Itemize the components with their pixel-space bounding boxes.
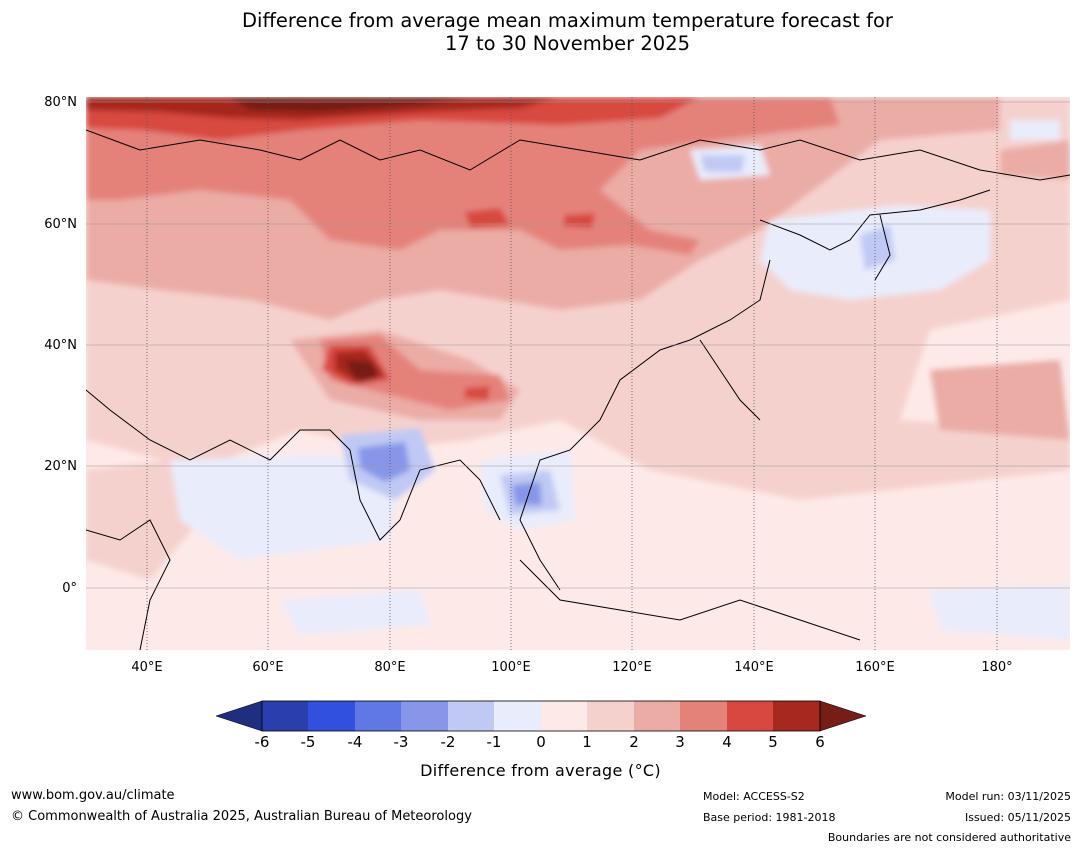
copyright-notice: © Commonwealth of Australia 2025, Austra… — [11, 809, 472, 824]
colorbar-bin-2-3 — [634, 701, 680, 731]
lon-label-120e: 120°E — [612, 660, 652, 675]
model-name: Model: ACCESS-S2 — [703, 790, 805, 803]
lon-label-180: 180° — [981, 660, 1013, 675]
coastline-okhotsk — [759, 189, 991, 251]
region-anomaly-n3-n2-india — [358, 442, 410, 482]
colorbar-bin-0-1 — [541, 701, 587, 731]
region-anomaly-n2-n1-sakhalin — [860, 225, 895, 270]
coastline-arctic — [86, 129, 1070, 181]
colorbar-tick-6: 6 — [815, 733, 825, 751]
colorbar-tick-2: 2 — [629, 733, 639, 751]
lat-label-40n: 40°N — [44, 338, 77, 353]
region-anomaly-2-3-alaska — [1000, 140, 1070, 180]
colorbar-bin-n2-n1 — [448, 701, 494, 731]
forecast-map — [86, 97, 1070, 650]
region-anomaly-above-6-pamir — [345, 360, 378, 380]
gridlines — [86, 101, 1070, 589]
colorbar-bin-n5-n4 — [308, 701, 355, 731]
coastline-east-asia — [519, 259, 771, 591]
model-run-date: Model run: 03/11/2025 — [945, 790, 1071, 803]
lat-label-20n: 20°N — [44, 459, 77, 474]
region-anomaly-n3-n2-thailand — [512, 482, 542, 505]
colorbar-tick-3: 3 — [675, 733, 685, 751]
colorbar-bin-1-2 — [587, 701, 634, 731]
region-anomaly-4-5-tibet — [464, 386, 490, 400]
lon-label-140e: 140°E — [734, 660, 774, 675]
region-anomaly-2-3-pacific — [930, 360, 1070, 440]
colorbar-bin-n1-0 — [494, 701, 541, 731]
colorbar-label: Difference from average (°C) — [420, 761, 661, 780]
lon-label-60e: 60°E — [252, 660, 284, 675]
colorbar-tick-n5: -5 — [300, 733, 316, 751]
region-anomaly-n1-0-arctic-east — [1010, 120, 1060, 140]
colorbar-tick-n1: -1 — [486, 733, 502, 751]
colorbar-tick-0: 0 — [536, 733, 546, 751]
title-line-2: 17 to 30 November 2025 — [444, 32, 691, 55]
coastline-south-asia — [86, 389, 501, 541]
region-anomaly-3-4-north — [86, 97, 840, 255]
colorbar-tick-4: 4 — [722, 733, 732, 751]
region-anomaly-n1-0-arabian-sea — [170, 455, 400, 560]
coastline-africa — [86, 519, 171, 650]
colorbar-tick-1: 1 — [582, 733, 592, 751]
lon-label-160e: 160°E — [855, 660, 895, 675]
region-anomaly-n1-0-indian-ocean — [280, 590, 430, 635]
colorbar-extend-low — [215, 700, 263, 732]
anomaly-field — [86, 97, 1070, 650]
colorbar-tick-n3: -3 — [393, 733, 409, 751]
colorbar-extend-high — [819, 700, 867, 732]
lat-label-80n: 80°N — [44, 95, 77, 110]
colorbar-bin-5-6 — [773, 701, 820, 731]
boundary-disclaimer: Boundaries are not considered authoritat… — [827, 831, 1071, 844]
coastline-maritime — [519, 559, 861, 641]
colorbar-tick-n6: -6 — [254, 733, 270, 751]
colorbar-bin-n4-n3 — [355, 701, 401, 731]
colorbar-tick-n4: -4 — [347, 733, 363, 751]
coastline-islands — [699, 214, 891, 421]
colorbar-bin-3-4 — [680, 701, 727, 731]
title-line-1: Difference from average mean maximum tem… — [242, 9, 893, 32]
colorbar-bin-n3-n2 — [401, 701, 448, 731]
lat-label-60n: 60°N — [44, 217, 77, 232]
region-anomaly-above-6-arctic — [230, 97, 470, 112]
website-link[interactable]: www.bom.gov.au/climate — [11, 788, 175, 803]
region-anomaly-n2-n1-yakutia — [700, 155, 745, 172]
region-anomaly-4-5-siberia-a — [465, 208, 510, 228]
map-title: Difference from average mean maximum tem… — [0, 9, 1081, 55]
base-period: Base period: 1981-2018 — [703, 811, 836, 824]
region-anomaly-1-2-africa — [86, 460, 200, 580]
lat-label-0: 0° — [62, 581, 77, 596]
colorbar-bin-4-5 — [727, 701, 773, 731]
coastlines — [86, 129, 1070, 650]
issued-date: Issued: 05/11/2025 — [964, 811, 1071, 824]
region-anomaly-4-5-siberia-b — [563, 213, 595, 228]
colorbar-tick-5: 5 — [768, 733, 778, 751]
lon-label-80e: 80°E — [374, 660, 406, 675]
lon-label-40e: 40°E — [131, 660, 163, 675]
region-anomaly-n1-0-pacific — [930, 585, 1070, 640]
colorbar-bin-n6-n5 — [262, 701, 308, 731]
colorbar-tick-n2: -2 — [440, 733, 456, 751]
lon-label-100e: 100°E — [491, 660, 531, 675]
colorbar-outline — [261, 700, 821, 732]
meridians — [146, 97, 998, 650]
